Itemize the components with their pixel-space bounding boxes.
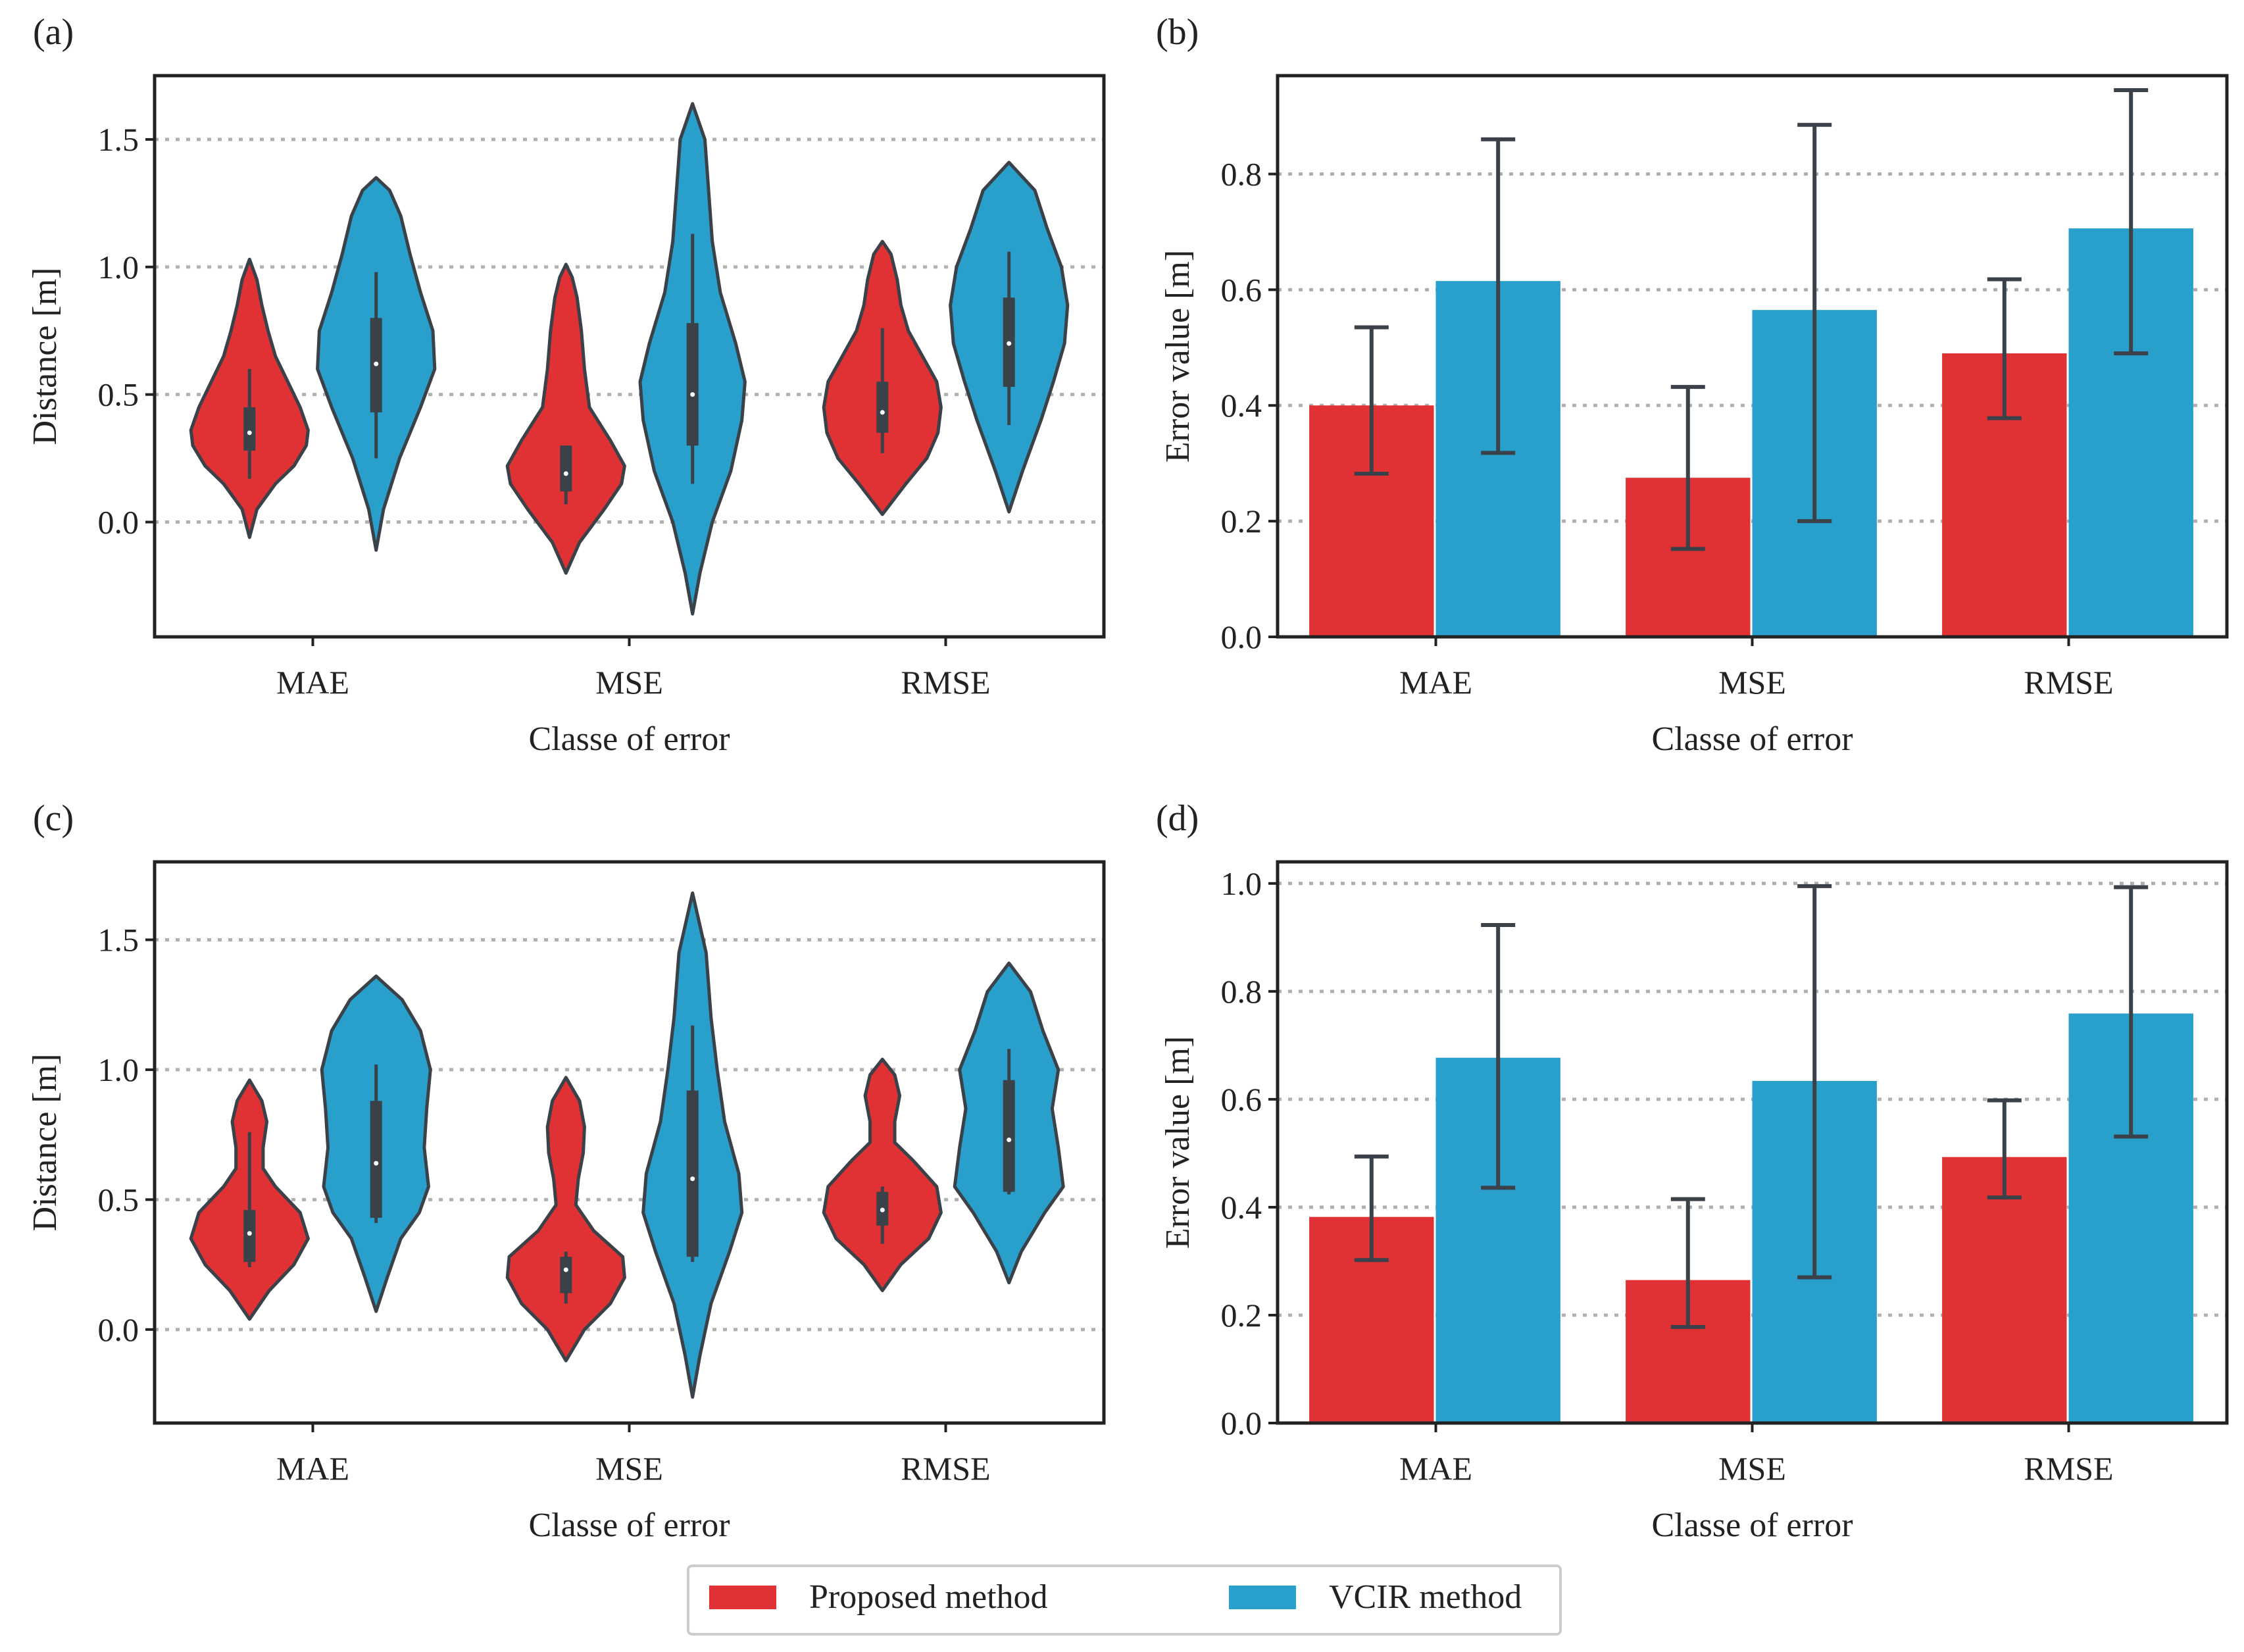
x-tick-label: MAE	[276, 664, 349, 701]
violin-proposed	[505, 1076, 626, 1363]
y-tick-label: 0.5	[98, 376, 139, 413]
x-tick-label: RMSE	[901, 664, 990, 701]
y-tick-label: 0.6	[1221, 271, 1262, 308]
x-axis-label: Classe of error	[528, 1507, 730, 1544]
x-axis-label: Classe of error	[1651, 720, 1853, 758]
violin-iqr-box	[686, 1090, 699, 1257]
y-tick-label: 1.5	[98, 921, 139, 958]
legend-box	[687, 1564, 1562, 1636]
x-tick-label: MAE	[276, 1450, 349, 1487]
x-tick-label: MSE	[1718, 1450, 1786, 1487]
panel-label: (d)	[1156, 798, 1199, 839]
panel-b: 0.0 0.2 0.4 0.6 0.8 MAE MSE RMSE Classe of error…	[1156, 12, 2229, 758]
x-tick-label: MSE	[595, 1450, 663, 1487]
y-tick-label: 0.6	[1221, 1081, 1262, 1118]
bar-proposed	[1942, 1157, 2067, 1423]
violin-iqr-box	[686, 323, 699, 446]
panel-d: 0.0 0.2 0.4 0.6 0.8 1.0 MAE MSE RMSE Classe of er…	[1156, 798, 2229, 1544]
x-tick-label: RMSE	[2024, 664, 2113, 701]
violin-iqr-box	[1003, 1080, 1015, 1192]
plot-frame	[153, 860, 1106, 1425]
violin-proposed	[505, 263, 626, 575]
plot-frame	[1276, 860, 2229, 1425]
y-tick-label: 1.0	[98, 249, 139, 286]
violin-iqr-box	[370, 1101, 382, 1218]
violin-iqr-box	[560, 1257, 572, 1293]
y-tick-label: 0.5	[98, 1181, 139, 1218]
y-tick-label: 1.0	[98, 1051, 139, 1088]
y-tick-label: 0.8	[1221, 973, 1262, 1010]
violin-iqr-box	[243, 407, 256, 451]
violin-median	[563, 471, 568, 476]
panel-a: 0.0 0.5 1.0 1.5 MAE MSE RMSE Classe of error Dis…	[26, 12, 1106, 758]
legend-label-vcir: VCIR method	[1329, 1578, 1522, 1616]
y-tick-label: 0.8	[1221, 155, 1262, 192]
y-axis-label: Distance [m]	[26, 1053, 64, 1231]
violin-median	[690, 1176, 695, 1182]
x-axis-label: Classe of error	[1651, 1507, 1853, 1544]
x-axis-label: Classe of error	[528, 720, 730, 758]
panel-label: (b)	[1156, 12, 1199, 53]
violin-median	[880, 1207, 885, 1213]
y-tick-label: 0.4	[1221, 387, 1262, 424]
x-tick-label: MAE	[1399, 664, 1472, 701]
x-tick-label: MAE	[1399, 1450, 1472, 1487]
y-tick-label: 1.5	[98, 121, 139, 158]
y-tick-label: 0.2	[1221, 503, 1262, 539]
plot-frame	[153, 74, 1106, 639]
y-tick-label: 0.4	[1221, 1189, 1262, 1226]
violin-median	[247, 1231, 252, 1236]
y-axis-label: Error value [m]	[1159, 1036, 1197, 1249]
violin-iqr-box	[243, 1210, 256, 1263]
violin-iqr-box	[560, 445, 572, 491]
violin-median	[880, 410, 885, 415]
x-tick-label: RMSE	[901, 1450, 990, 1487]
y-tick-label: 0.2	[1221, 1297, 1262, 1334]
violin-median	[247, 430, 252, 436]
legend-swatch-vcir	[1229, 1586, 1296, 1609]
violin-median	[690, 392, 695, 397]
x-tick-label: RMSE	[2024, 1450, 2113, 1487]
violin-proposed	[822, 1057, 943, 1293]
y-tick-label: 1.0	[1221, 865, 1262, 902]
y-tick-label: 0.0	[1221, 618, 1262, 655]
legend-swatch-proposed	[709, 1586, 776, 1609]
y-tick-label: 0.0	[1221, 1405, 1262, 1441]
x-tick-label: MSE	[595, 664, 663, 701]
legend-label-proposed: Proposed method	[809, 1578, 1048, 1616]
y-tick-label: 0.0	[98, 504, 139, 541]
panel-label: (c)	[33, 798, 74, 839]
violin-iqr-box	[876, 382, 889, 433]
violin-median	[1007, 341, 1012, 346]
violin-median	[374, 1161, 379, 1166]
y-tick-label: 0.0	[98, 1311, 139, 1348]
violin-median	[374, 361, 379, 366]
violin-median	[1007, 1138, 1012, 1143]
violin-median	[563, 1267, 568, 1272]
panel-c: 0.0 0.5 1.0 1.5 MAE MSE RMSE Classe of error Dis…	[26, 798, 1106, 1544]
x-tick-label: MSE	[1718, 664, 1786, 701]
y-axis-label: Distance [m]	[26, 267, 64, 445]
panel-label: (a)	[33, 12, 74, 53]
legend: Proposed method VCIR method	[687, 1564, 1562, 1636]
plot-frame	[1276, 74, 2229, 639]
y-axis-label: Error value [m]	[1159, 250, 1197, 463]
